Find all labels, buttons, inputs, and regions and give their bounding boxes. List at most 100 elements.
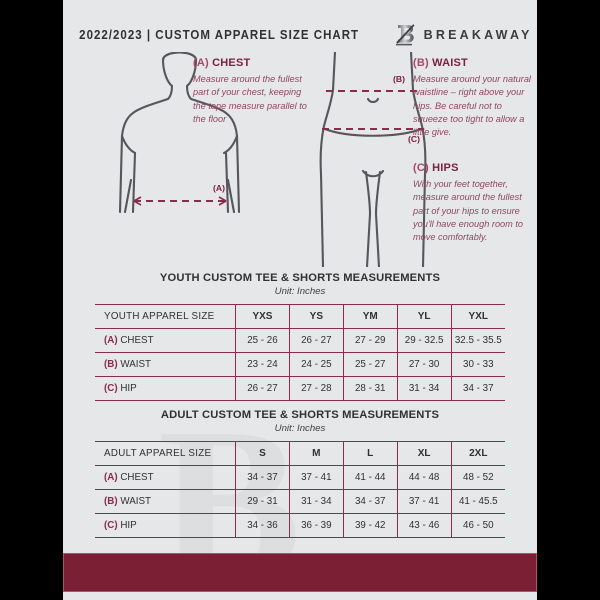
youth-waist-yxl: 30 - 33 [451, 352, 505, 377]
hips-description-text: With your feet together, measure around … [413, 179, 524, 243]
table-row: (A) CHEST 34 - 37 37 - 41 41 - 44 44 - 4… [95, 465, 505, 490]
size-chart-page: B 2022/2023 | CUSTOM APPAREL SIZE CHART … [63, 0, 537, 600]
adult-header-row: ADULT APPAREL SIZE S M L XL 2XL [95, 441, 505, 466]
youth-chest-tag: (A) [104, 335, 118, 346]
adult-chest-label: CHEST [120, 472, 154, 483]
figure-diagrams [118, 52, 427, 267]
adult-size-col-0: S [235, 441, 290, 466]
hips-tag: (C) [413, 162, 429, 174]
adult-size-col-2: L [343, 441, 398, 466]
adult-chest-s: 34 - 37 [235, 465, 290, 490]
chest-description-block: (A) CHEST Measure around the fullest par… [193, 57, 311, 126]
waist-marker-label: (B) [393, 74, 405, 84]
waist-description-block: (B) WAIST Measure around your natural wa… [413, 57, 533, 140]
waist-heading-label: WAIST [432, 57, 468, 69]
youth-size-col-2: YM [343, 304, 398, 329]
hips-heading-label: HIPS [432, 162, 459, 174]
adult-waist-s: 29 - 31 [235, 489, 290, 514]
youth-size-col-1: YS [289, 304, 344, 329]
youth-waist-yxs: 23 - 24 [235, 352, 290, 377]
chest-measure-line [133, 196, 227, 206]
page-header: 2022/2023 | CUSTOM APPAREL SIZE CHART BR… [63, 18, 537, 52]
youth-chest-yxs: 25 - 26 [235, 328, 290, 353]
table-row: (B) WAIST 29 - 31 31 - 34 34 - 37 37 - 4… [95, 489, 505, 514]
adult-row-label-chest: (A) CHEST [95, 465, 236, 490]
adult-hip-l: 39 - 42 [343, 513, 398, 538]
adult-waist-2xl: 41 - 45.5 [451, 489, 505, 514]
adult-table-head: ADULT APPAREL SIZE S M L XL 2XL [95, 441, 505, 466]
waist-tag: (B) [413, 57, 429, 69]
adult-chest-l: 41 - 44 [343, 465, 398, 490]
hips-description-block: (C) HIPS With your feet together, measur… [413, 162, 533, 245]
adult-waist-label: WAIST [120, 496, 152, 507]
brand-name: BREAKAWAY [423, 28, 533, 42]
measurement-illustration: (A) (B) (C) (A) CHEST Measure around the… [63, 52, 537, 267]
youth-size-col-0: YXS [235, 304, 290, 329]
youth-chest-label: CHEST [120, 335, 154, 346]
youth-row-header-label: YOUTH APPAREL SIZE [95, 304, 236, 329]
youth-table-head: YOUTH APPAREL SIZE YXS YS YM YL YXL [95, 304, 505, 329]
adult-table-subtitle: Unit: Inches [274, 423, 326, 434]
adult-table-body: (A) CHEST 34 - 37 37 - 41 41 - 44 44 - 4… [95, 465, 505, 538]
adult-size-table: ADULT APPAREL SIZE S M L XL 2XL (A) CHES… [95, 441, 505, 538]
adult-chest-xl: 44 - 48 [397, 465, 452, 490]
adult-waist-m: 31 - 34 [289, 489, 344, 514]
chest-heading-label: CHEST [212, 57, 251, 69]
breakaway-b-monogram-icon [395, 24, 415, 46]
adult-table-title: ADULT CUSTOM TEE & SHORTS MEASUREMENTS [160, 409, 440, 421]
chest-description-text: Measure around the fullest part of your … [193, 74, 307, 125]
chest-marker-label: (A) [213, 183, 225, 193]
adult-row-label-waist: (B) WAIST [95, 489, 236, 514]
youth-hip-tag: (C) [104, 383, 118, 394]
adult-hip-m: 36 - 39 [289, 513, 344, 538]
adult-table-heading: ADULT CUSTOM TEE & SHORTS MEASUREMENTS U… [63, 409, 537, 434]
adult-hip-xl: 43 - 46 [397, 513, 452, 538]
youth-row-label-chest: (A) CHEST [95, 328, 236, 353]
youth-hip-ym: 28 - 31 [343, 376, 398, 401]
upper-body-torso-figure-icon [118, 52, 241, 214]
youth-size-col-4: YXL [451, 304, 505, 329]
youth-row-label-waist: (B) WAIST [95, 352, 236, 377]
youth-hip-yxl: 34 - 37 [451, 376, 505, 401]
youth-waist-tag: (B) [104, 359, 118, 370]
adult-chest-2xl: 48 - 52 [451, 465, 505, 490]
adult-size-col-3: XL [397, 441, 452, 466]
youth-waist-ym: 25 - 27 [343, 352, 398, 377]
table-row: (A) CHEST 25 - 26 26 - 27 27 - 29 29 - 3… [95, 328, 505, 353]
youth-chest-yxl: 32.5 - 35.5 [451, 328, 505, 353]
youth-chest-ys: 26 - 27 [289, 328, 344, 353]
chest-tag: (A) [193, 57, 209, 69]
youth-waist-ys: 24 - 25 [289, 352, 344, 377]
youth-hip-yl: 31 - 34 [397, 376, 452, 401]
adult-hip-2xl: 46 - 50 [451, 513, 505, 538]
table-row: (C) HIP 34 - 36 36 - 39 39 - 42 43 - 46 … [95, 513, 505, 538]
adult-chest-m: 37 - 41 [289, 465, 344, 490]
waist-description-text: Measure around your natural waistline – … [413, 74, 531, 138]
adult-chest-tag: (A) [104, 472, 118, 483]
chest-heading: (A) CHEST [193, 57, 311, 69]
lower-body-hips-figure-icon [319, 52, 427, 267]
youth-table-subtitle: Unit: Inches [274, 286, 326, 297]
adult-size-col-4: 2XL [451, 441, 505, 466]
waist-heading: (B) WAIST [413, 57, 533, 69]
youth-size-col-3: YL [397, 304, 452, 329]
adult-row-header-label: ADULT APPAREL SIZE [95, 441, 236, 466]
brand-lockup: BREAKAWAY [392, 22, 533, 48]
youth-chest-ym: 27 - 29 [343, 328, 398, 353]
adult-waist-tag: (B) [104, 496, 118, 507]
youth-hip-ys: 27 - 28 [289, 376, 344, 401]
youth-table-body: (A) CHEST 25 - 26 26 - 27 27 - 29 29 - 3… [95, 328, 505, 401]
youth-waist-label: WAIST [120, 359, 152, 370]
adult-hip-label: HIP [120, 520, 137, 531]
adult-hip-s: 34 - 36 [235, 513, 290, 538]
youth-row-label-hip: (C) HIP [95, 376, 236, 401]
youth-table-heading: YOUTH CUSTOM TEE & SHORTS MEASUREMENTS U… [63, 272, 537, 297]
youth-measurements-section: YOUTH CUSTOM TEE & SHORTS MEASUREMENTS U… [63, 272, 537, 401]
footer-band [63, 553, 537, 592]
adult-measurements-section: ADULT CUSTOM TEE & SHORTS MEASUREMENTS U… [63, 409, 537, 538]
adult-hip-tag: (C) [104, 520, 118, 531]
hips-heading: (C) HIPS [413, 162, 533, 174]
page-title: 2022/2023 | CUSTOM APPAREL SIZE CHART [79, 28, 360, 42]
adult-waist-l: 34 - 37 [343, 489, 398, 514]
adult-waist-xl: 37 - 41 [397, 489, 452, 514]
